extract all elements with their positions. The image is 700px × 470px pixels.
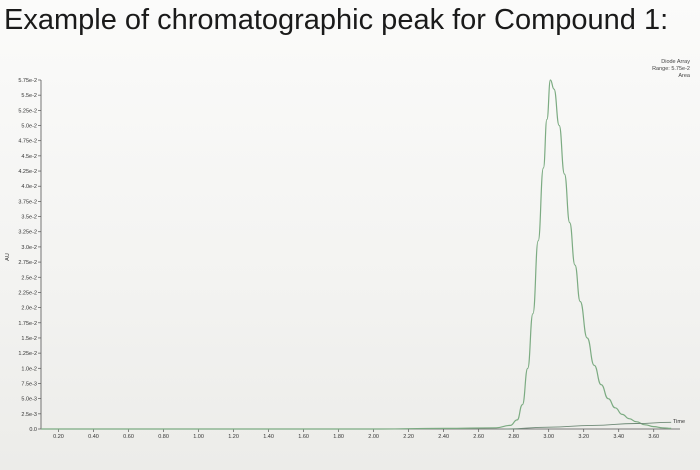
y-tick-label: 1.75e-2 [18,321,37,327]
chromatogram-trace [40,79,672,430]
x-tick-label: 2.20 [403,434,414,440]
detector-info: Diode Array Range: 5.75e-2 Area [652,59,691,79]
x-tick-label: 2.60 [473,434,484,440]
y-tick-label: 2.5e-3 [21,412,37,418]
x-tick-label: 0.20 [53,434,64,440]
x-tick-label: 1.80 [333,434,344,440]
x-tick-label: 2.80 [508,434,519,440]
detector-info-line2: Range: 5.75e-2 [652,66,690,72]
x-tick-label: 0.40 [88,434,99,440]
x-tick-label: 1.60 [298,434,309,440]
y-tick-label: 7.5e-3 [21,381,37,387]
y-tick-label: 2.75e-2 [18,260,37,266]
y-tick-label: 4.0e-2 [21,184,37,190]
y-tick-label: 2.5e-2 [21,275,37,281]
x-tick-label: 3.60 [648,434,659,440]
x-axis-ticks: 0.20 0.40 0.60 0.80 1.00 1.20 1.40 1.60 1.80 2.00… [53,429,659,440]
y-tick-label: 2.25e-2 [18,290,37,296]
y-tick-label: 0.0 [29,427,37,433]
y-tick-label: 1.0e-2 [21,366,37,372]
x-tick-label: 0.60 [123,434,134,440]
y-tick-label: 3.0e-2 [21,245,37,251]
y-tick-label: 1.25e-2 [18,351,37,357]
y-tick-label: 5.0e-3 [21,397,37,403]
x-tick-label: 3.00 [543,434,554,440]
y-tick-label: 4.5e-2 [21,154,37,160]
x-tick-label: 1.40 [263,434,274,440]
series-lines [40,79,672,430]
y-tick-label: 3.25e-2 [18,230,37,236]
y-tick-label: 1.5e-2 [21,336,37,342]
detector-info-line1: Diode Array [661,59,690,65]
y-tick-label: 4.25e-2 [18,169,37,175]
baseline-trace [504,421,672,430]
y-tick-label: 4.75e-2 [18,139,37,145]
detector-info-line3: Area [678,73,691,79]
x-tick-label: 2.00 [368,434,379,440]
x-tick-label: 0.80 [158,434,169,440]
y-tick-label: 5.75e-2 [18,78,37,84]
x-axis-label: Time [673,419,685,425]
axes [40,80,680,430]
y-axis-ticks: 5.75e-2 5.5e-2 5.25e-2 5.0e-2 4.75e-2 4.5e-2 4… [18,78,41,433]
x-tick-label: 3.40 [613,434,624,440]
x-tick-label: 1.00 [193,434,204,440]
x-tick-label: 1.20 [228,434,239,440]
x-tick-label: 3.20 [578,434,589,440]
x-tick-label: 2.40 [438,434,449,440]
y-tick-label: 5.25e-2 [18,108,37,114]
y-tick-label: 5.0e-2 [21,124,37,130]
page-title: Example of chromatographic peak for Comp… [4,4,669,36]
y-tick-label: 2.0e-2 [21,306,37,312]
y-axis-label: AU [5,253,11,261]
y-tick-label: 5.5e-2 [21,93,37,99]
y-tick-label: 3.5e-2 [21,215,37,221]
y-tick-label: 3.75e-2 [18,199,37,205]
